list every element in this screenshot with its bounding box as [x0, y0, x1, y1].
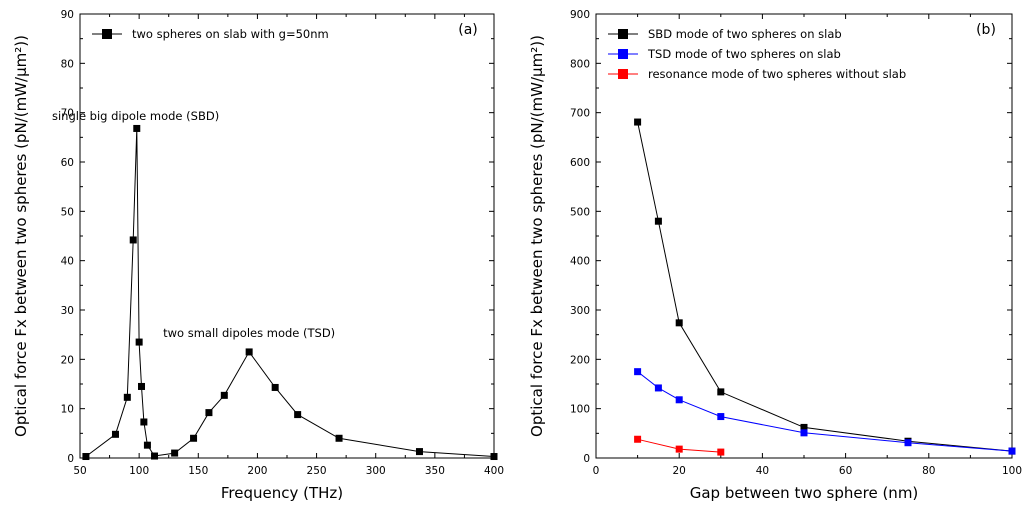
legend-entry: TSD mode of two spheres on slab: [647, 47, 841, 61]
data-point: [335, 434, 343, 442]
y-tick-label: 100: [570, 404, 590, 416]
data-point: [220, 391, 228, 399]
data-point: [190, 434, 198, 442]
y-tick-label: 500: [570, 206, 590, 218]
data-point: [143, 441, 151, 449]
data-point: [904, 439, 912, 447]
series-3: [634, 435, 725, 456]
series-line: [637, 371, 1013, 452]
series-1: [82, 124, 498, 461]
x-tick-label: 350: [425, 465, 445, 477]
data-point: [133, 124, 141, 132]
data-point: [654, 384, 662, 392]
data-point: [151, 452, 159, 460]
y-tick-label: 40: [61, 256, 74, 268]
y-tick-label: 50: [61, 206, 74, 218]
legend-marker: [102, 29, 112, 39]
annotation: two small dipoles mode (TSD): [163, 326, 335, 340]
legend-entry: two spheres on slab with g=50nm: [132, 27, 329, 41]
legend-entry: resonance mode of two spheres without sl…: [648, 67, 906, 81]
data-point: [135, 338, 143, 346]
panel-label: (b): [976, 22, 996, 38]
legend: two spheres on slab with g=50nm: [92, 27, 329, 41]
data-point: [140, 418, 148, 426]
x-axis-label: Frequency (THz): [221, 484, 343, 502]
y-tick-label: 200: [570, 354, 590, 366]
data-point: [123, 393, 131, 401]
y-tick-label: 800: [570, 58, 590, 70]
data-point: [800, 423, 808, 431]
data-point: [129, 236, 137, 244]
x-tick-label: 300: [366, 465, 386, 477]
data-point: [717, 448, 725, 456]
x-tick-label: 0: [593, 465, 600, 477]
y-tick-label: 0: [583, 453, 590, 465]
x-tick-label: 50: [73, 465, 86, 477]
x-tick-label: 100: [1002, 465, 1022, 477]
y-tick-label: 20: [61, 354, 74, 366]
legend: SBD mode of two spheres on slab TSD mode …: [608, 27, 906, 81]
y-tick-label: 700: [570, 108, 590, 120]
legend-marker: [618, 49, 628, 59]
data-point: [245, 348, 253, 356]
x-tick-label: 40: [756, 465, 769, 477]
x-axis-label: Gap between two sphere (nm): [690, 484, 919, 502]
series-line: [637, 121, 1013, 452]
series-line: [85, 128, 495, 457]
series-2: [634, 368, 1016, 455]
y-tick-label: 600: [570, 157, 590, 169]
data-point: [271, 383, 279, 391]
data-point: [717, 413, 725, 421]
y-tick-label: 900: [570, 9, 590, 21]
data-point: [205, 409, 213, 417]
legend-marker: [618, 69, 628, 79]
x-tick-label: 80: [922, 465, 935, 477]
data-point: [1008, 447, 1016, 455]
x-tick-label: 20: [673, 465, 686, 477]
y-tick-label: 30: [61, 305, 74, 317]
x-tick-label: 60: [839, 465, 852, 477]
y-tick-label: 10: [61, 404, 74, 416]
data-point: [82, 453, 90, 461]
x-tick-label: 150: [188, 465, 208, 477]
y-axis-label: Optical force Fx between two spheres (pN…: [528, 35, 546, 437]
data-point: [634, 118, 642, 126]
data-point: [675, 396, 683, 404]
data-point: [800, 429, 808, 437]
data-point: [415, 448, 423, 456]
data-point: [675, 319, 683, 327]
data-point: [634, 368, 642, 376]
chart-panel-a: 50 100 150 200 250 300 350 400 0 10 20 30 40 50 60 70 80…: [12, 9, 504, 502]
legend-marker: [618, 29, 628, 39]
data-point: [634, 435, 642, 443]
x-tick-label: 250: [307, 465, 327, 477]
x-tick-label: 100: [129, 465, 149, 477]
data-point: [294, 411, 302, 419]
y-tick-label: 90: [61, 9, 74, 21]
y-tick-label: 400: [570, 256, 590, 268]
chart-panel-b: 0 20 40 60 80 100 0 100 200 300 400 500 600 700 800 900…: [528, 9, 1022, 502]
data-point: [171, 449, 179, 457]
annotation: single big dipole mode (SBD): [52, 109, 219, 123]
data-point: [138, 382, 146, 390]
y-tick-label: 80: [61, 58, 74, 70]
data-point: [111, 430, 119, 438]
legend-entry: SBD mode of two spheres on slab: [648, 27, 842, 41]
y-tick-label: 300: [570, 305, 590, 317]
y-tick-label: 60: [61, 157, 74, 169]
data-point: [654, 217, 662, 225]
y-axis-label: Optical force Fx between two spheres (pN…: [12, 35, 30, 437]
panel-label: (a): [458, 22, 478, 38]
x-tick-label: 200: [247, 465, 267, 477]
y-tick-label: 70: [61, 108, 74, 120]
data-point: [675, 445, 683, 453]
data-point: [717, 388, 725, 396]
y-tick-label: 0: [67, 453, 74, 465]
data-point: [490, 453, 498, 461]
x-tick-label: 400: [484, 465, 504, 477]
